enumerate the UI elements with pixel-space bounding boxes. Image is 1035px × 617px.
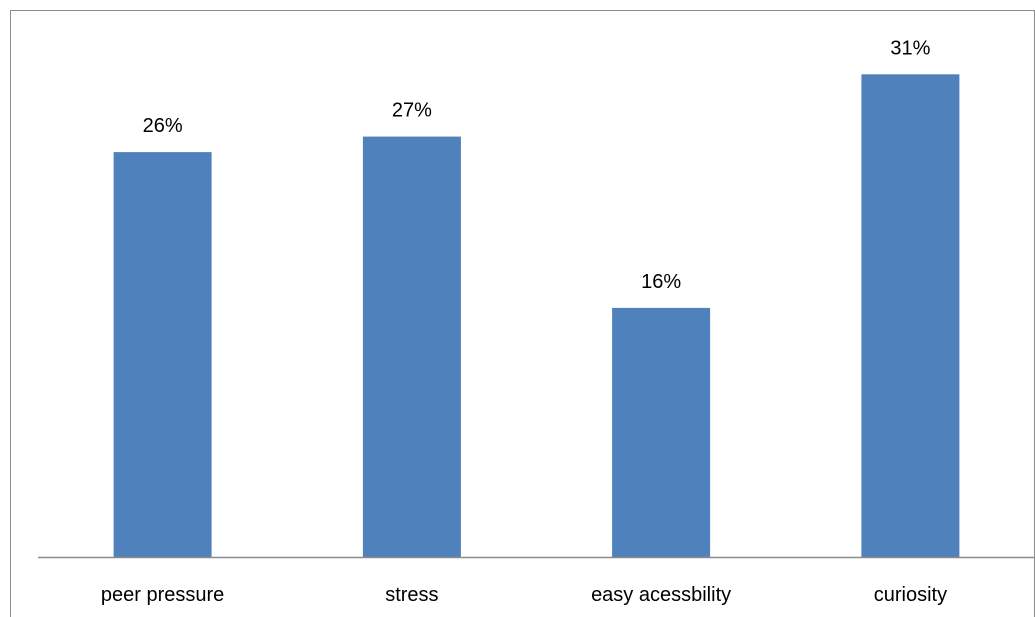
category-label-easy-acessbility: easy acessbility	[591, 584, 731, 606]
data-label-stress: 27%	[392, 100, 432, 122]
bar-curiosity	[861, 74, 960, 558]
bar-stress	[362, 136, 461, 557]
bar-easy-acessbility	[612, 307, 711, 557]
category-label-peer-pressure: peer pressure	[101, 584, 224, 606]
bars-group	[113, 74, 960, 558]
data-label-curiosity: 31%	[890, 37, 930, 59]
bar-peer-pressure	[113, 152, 212, 557]
data-label-peer-pressure: 26%	[143, 115, 183, 137]
data-label-easy-acessbility: 16%	[641, 271, 681, 293]
category-label-stress: stress	[385, 584, 438, 606]
category-labels-group: peer pressure stress easy acessbility curio…	[101, 584, 947, 606]
category-label-curiosity: curiosity	[874, 584, 947, 606]
data-labels-group: 26% 27% 16% 31%	[143, 37, 931, 293]
